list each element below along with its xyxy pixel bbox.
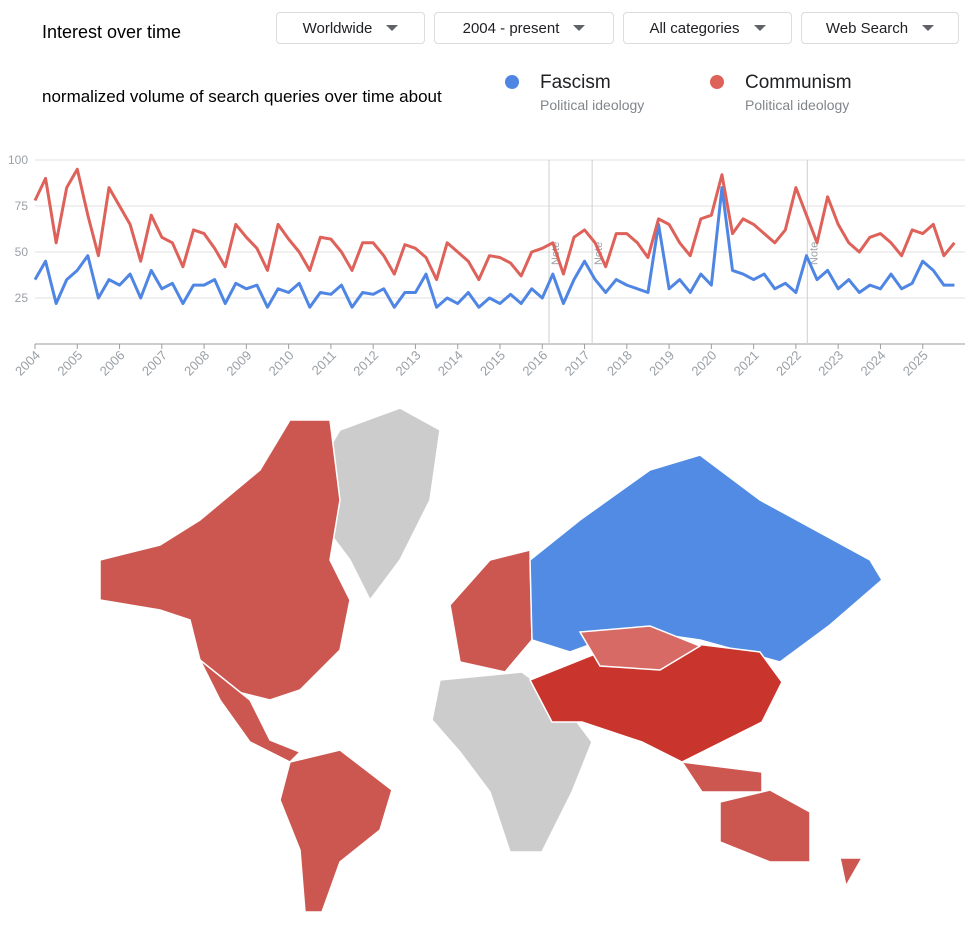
- map-region: [680, 761, 763, 793]
- map-region: [578, 625, 702, 671]
- map-region: [449, 549, 533, 673]
- series-line: [33, 167, 956, 282]
- note-label: Note: [808, 242, 820, 265]
- y-tick-label: 50: [15, 245, 29, 259]
- map-region: [279, 749, 393, 913]
- series-line: [33, 186, 955, 309]
- legend-description: Political ideology: [540, 97, 644, 113]
- map-region: [529, 454, 883, 663]
- x-tick-label: 2006: [97, 348, 128, 379]
- x-tick-label: 2010: [266, 348, 297, 379]
- x-tick-label: 2018: [604, 348, 635, 379]
- filter-dropdown[interactable]: Web Search: [801, 12, 959, 44]
- x-tick-label: 2025: [900, 348, 931, 379]
- x-tick-label: 2004: [12, 348, 43, 379]
- chart-subtitle: normalized volume of search queries over…: [42, 87, 442, 106]
- x-tick-label: 2014: [435, 348, 466, 379]
- x-tick-label: 2022: [773, 348, 804, 379]
- map-region: [199, 659, 302, 763]
- x-tick-label: 2007: [139, 348, 170, 379]
- map-region: [839, 857, 864, 889]
- legend-description: Political ideology: [745, 97, 849, 113]
- legend-label: Communism: [745, 72, 852, 93]
- map-region: [99, 419, 351, 701]
- x-tick-label: 2017: [562, 348, 593, 379]
- x-tick-label: 2012: [350, 348, 381, 379]
- legend-marker: [710, 75, 724, 89]
- y-tick-label: 25: [15, 291, 29, 305]
- x-tick-label: 2019: [646, 348, 677, 379]
- x-tick-label: 2005: [54, 348, 85, 379]
- x-tick-label: 2024: [858, 348, 889, 379]
- x-tick-label: 2016: [519, 348, 550, 379]
- filter-dropdown[interactable]: All categories: [623, 12, 792, 44]
- y-tick-label: 75: [15, 199, 29, 213]
- filter-dropdown[interactable]: Worldwide: [276, 12, 425, 44]
- section-title: Interest over time: [42, 22, 182, 42]
- map-region: [719, 789, 811, 863]
- legend-label: Fascism: [540, 72, 611, 93]
- x-tick-label: 2008: [181, 348, 212, 379]
- world-map: [99, 407, 883, 913]
- y-tick-label: 100: [8, 153, 28, 167]
- legend-marker: [505, 75, 519, 89]
- x-tick-label: 2021: [731, 348, 762, 379]
- x-tick-label: 2013: [393, 348, 424, 379]
- x-tick-label: 2023: [815, 348, 846, 379]
- filter-dropdown[interactable]: 2004 - present: [434, 12, 614, 44]
- map-region: [309, 407, 441, 602]
- x-tick-label: 2011: [309, 348, 339, 378]
- x-tick-label: 2009: [223, 348, 254, 379]
- x-tick-label: 2020: [688, 348, 719, 379]
- x-tick-label: 2015: [477, 348, 508, 379]
